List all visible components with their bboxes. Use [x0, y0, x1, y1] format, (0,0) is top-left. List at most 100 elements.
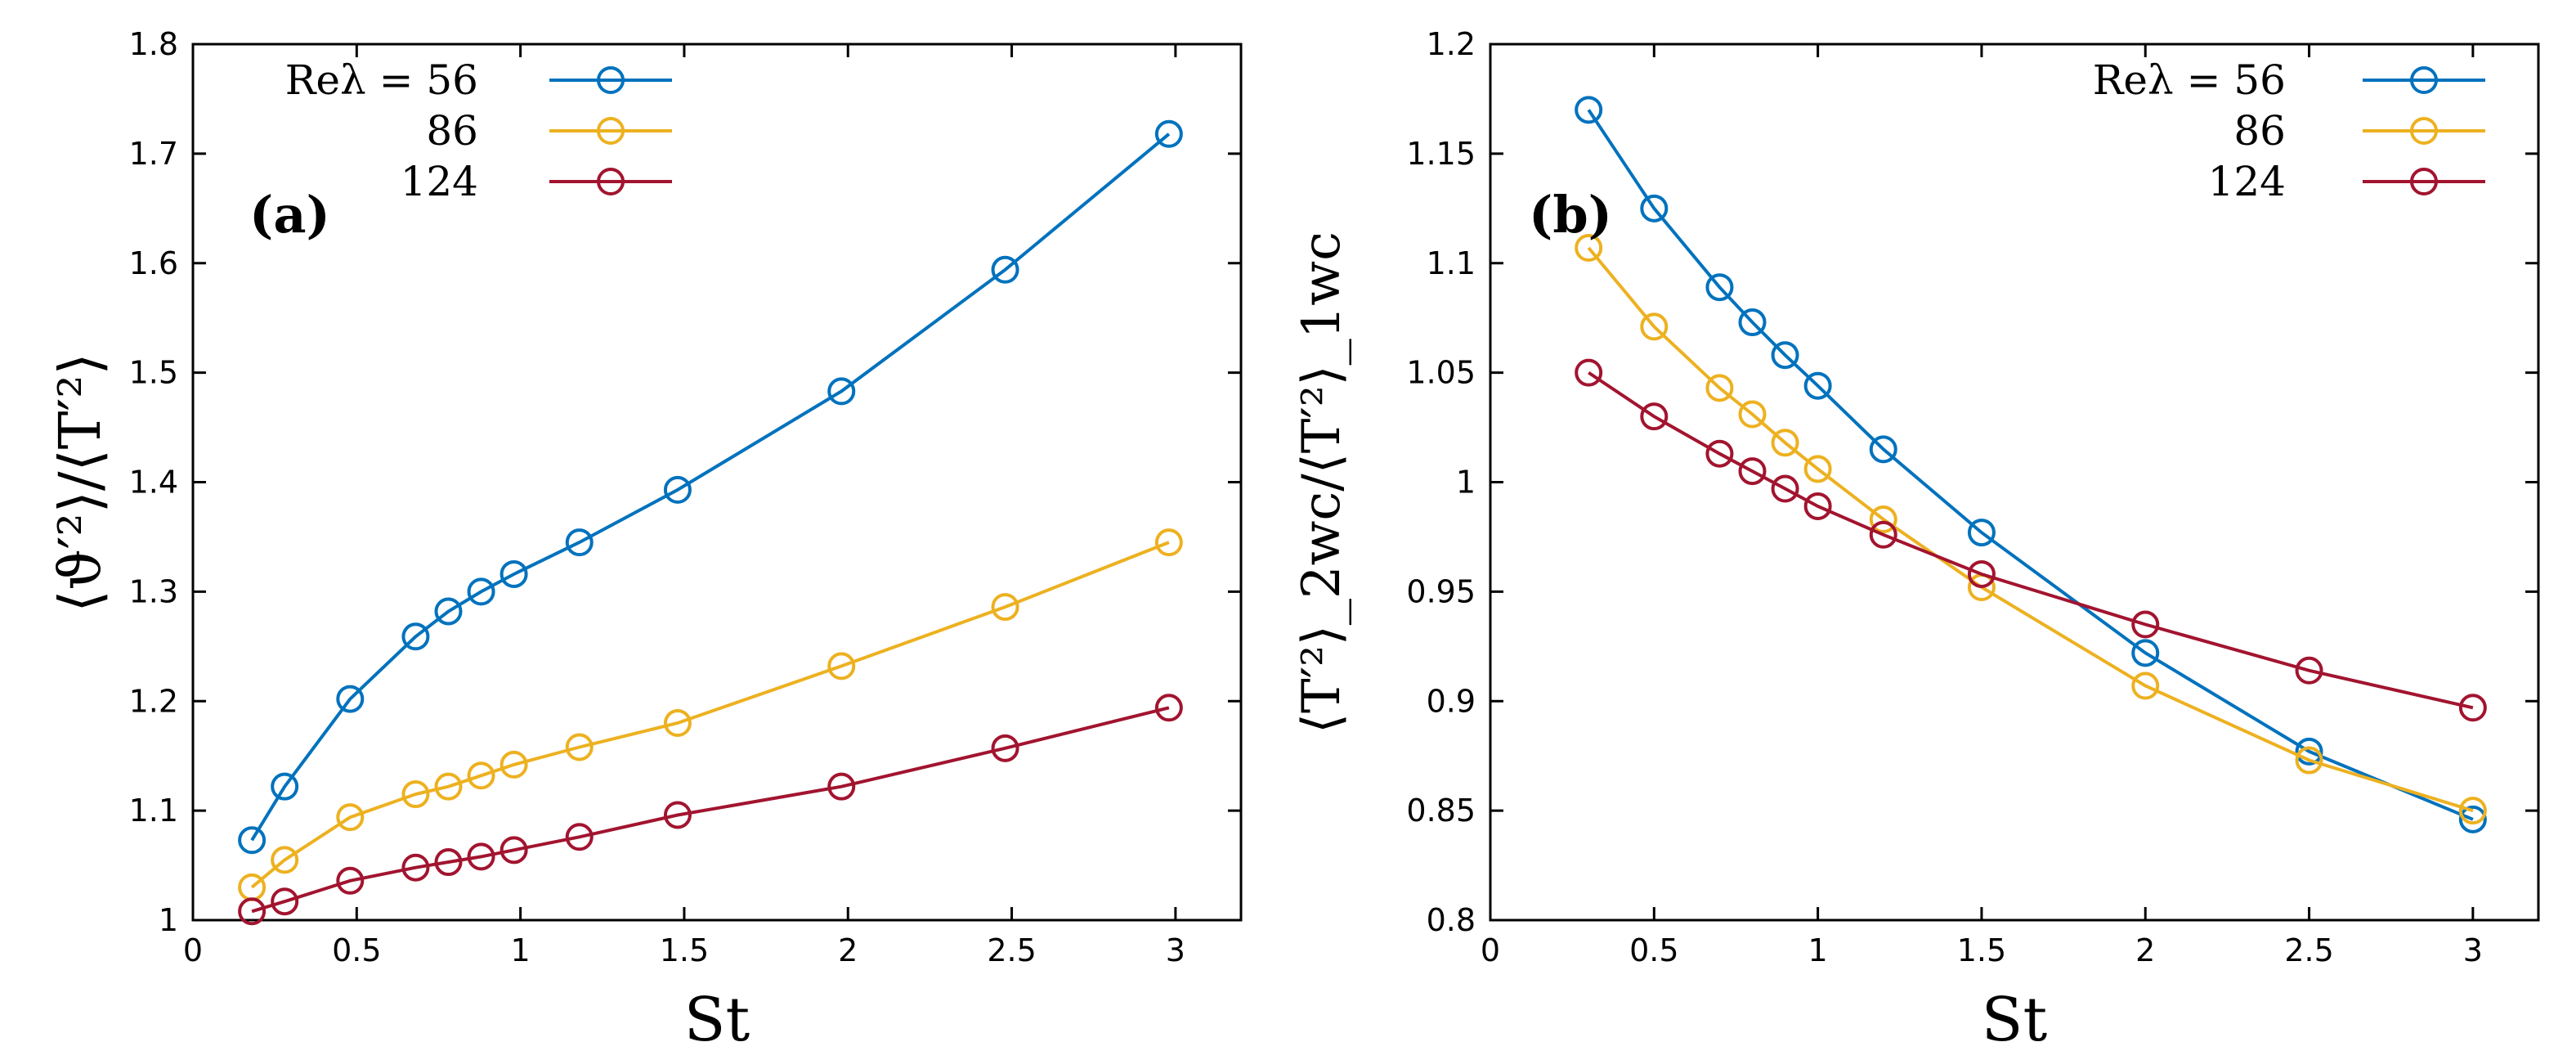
- panel-a-x-tick-label-5: 2.5: [987, 932, 1036, 968]
- panel-a-series-86-point-1: [271, 846, 299, 874]
- panel-b-series-86-point-10: [2458, 797, 2487, 825]
- panel-b-series-124-point-0: [1575, 358, 1603, 387]
- panel-a-series-124-point-0: [238, 897, 267, 926]
- panel-b-x-tick-label-1: 0.5: [1629, 932, 1678, 968]
- panel-a-series-56-point-10: [991, 255, 1019, 284]
- panel-b-y-tick-label-5: 1.05: [1406, 355, 1476, 391]
- panel-b-series-124-point-3: [1738, 457, 1767, 486]
- panel-a-series-86-point-6: [500, 750, 528, 779]
- panel-b-series-86-point-6: [1869, 505, 1897, 534]
- panel-a-series-86-point-2: [336, 803, 365, 832]
- panel-a-series-124-point-2: [336, 866, 365, 895]
- panel-a-series-86-point-8: [663, 709, 692, 738]
- panel-a-y-tick-label-1: 1.1: [129, 793, 178, 829]
- panel-b-series-56-point-9: [2295, 737, 2323, 766]
- panel-a-series-124-point-9: [827, 772, 856, 801]
- panel-b-series-86-point-9: [2295, 746, 2323, 775]
- panel-b-series-56-point-1: [1640, 194, 1669, 222]
- panel-a-y-tick-label-5: 1.5: [129, 355, 178, 391]
- panel-b-plot-frame: [1489, 43, 2540, 922]
- panel-a-x-axis-title: St: [684, 985, 750, 1055]
- panel-a-x-tick-label-0: 0: [183, 932, 203, 968]
- panel-a-series-56-point-6: [500, 559, 528, 588]
- panel-b-series-56-point-8: [2131, 639, 2160, 667]
- panel-b-series-86-point-1: [1640, 312, 1669, 341]
- panel-a-y-tick-label-2: 1.2: [129, 683, 178, 719]
- panel-a-legend-label-86: 86: [426, 107, 478, 155]
- panel-b-series-56-point-10: [2458, 805, 2487, 833]
- panel-b-y-tick-label-3: 0.95: [1406, 573, 1476, 609]
- panel-a-series-86-point-3: [401, 780, 430, 809]
- panel-b-x-tick-label-2: 1: [1808, 932, 1828, 968]
- panel-a-x-tick-label-1: 0.5: [332, 932, 381, 968]
- panel-b-series-86-point-5: [1803, 455, 1832, 483]
- panel-a-plot-frame: [191, 43, 1243, 922]
- panel-a-legend-label-124: 124: [401, 158, 478, 205]
- panel-b-series-124-point-5: [1803, 492, 1832, 520]
- panel-a-series-56-point-9: [827, 377, 856, 406]
- panel-a-y-tick-label-0: 1: [159, 902, 178, 938]
- panel-a-label: (a): [249, 185, 330, 245]
- panel-b-series-86-point-0: [1575, 234, 1603, 263]
- panel-b-series-86-line: [1587, 246, 2474, 813]
- panel-a-series-56-line: [250, 132, 1171, 842]
- panel-b-legend-label-56: Reλ = 56: [2093, 56, 2286, 104]
- panel-b-y-tick-label-4: 1: [1456, 465, 1476, 501]
- panel-b-series-56-point-4: [1771, 341, 1799, 370]
- panel-a-y-axis-title: ⟨ϑ′²⟩/⟨T′²⟩: [47, 353, 114, 612]
- panel-a-series-86-point-10: [991, 593, 1019, 622]
- panel-b-series-124-point-8: [2131, 610, 2160, 639]
- panel-a-series-56-point-8: [663, 475, 692, 504]
- panel-a-y-tick-label-3: 1.3: [129, 573, 178, 609]
- panel-a-legend-label-56: Reλ = 56: [285, 56, 478, 104]
- panel-a-x-tick-label-2: 1: [511, 932, 531, 968]
- panel-b-x-axis-title: St: [1982, 985, 2048, 1055]
- panel-b-series-124-point-4: [1771, 474, 1799, 503]
- panel-a-series-124-point-7: [565, 823, 594, 851]
- panel-a-series-86-point-7: [565, 733, 594, 761]
- panel-a-series-56-point-7: [565, 528, 594, 557]
- panel-b-legend-marker-86: [2410, 117, 2438, 145]
- panel-b-series-124-point-6: [1869, 520, 1897, 549]
- panel-a-series-56-point-0: [238, 826, 267, 855]
- panel-b-series-56-line: [1587, 109, 2474, 821]
- panel-a-series-56-point-4: [434, 597, 463, 626]
- panel-a-series-124-point-10: [991, 734, 1019, 762]
- panel-a-series-86-point-4: [434, 772, 463, 801]
- panel-b-series-56-point-6: [1869, 435, 1897, 464]
- panel-a-series-124-point-8: [663, 801, 692, 829]
- panel-b-y-tick-label-8: 1.2: [1427, 26, 1476, 62]
- panel-a-series-124-line: [251, 706, 1170, 914]
- panel-b-series-124-point-1: [1640, 402, 1669, 431]
- panel-b-y-tick-label-7: 1.15: [1406, 136, 1476, 172]
- panel-a-series-124-point-4: [434, 848, 463, 877]
- panel-b-series-124-line: [1588, 371, 2474, 710]
- panel-a-x-tick-label-6: 3: [1166, 932, 1185, 968]
- panel-b-x-tick-label-0: 0: [1481, 932, 1500, 968]
- panel-b-series-124-point-7: [1967, 559, 1996, 588]
- panel-a-series-124-point-5: [467, 842, 495, 871]
- panel-a-series-56-point-2: [336, 685, 365, 713]
- panel-b-label: (b): [1529, 185, 1612, 245]
- panel-a-chart: 0 0.5 1 1.5 2 2.5 3 1 1.1 1.2 1.3 1.4 1.5 1.6 1.7 1.8 R…: [47, 26, 1243, 1055]
- panel-a-y-tick-label-8: 1.8: [129, 26, 178, 62]
- panel-b-legend-label-124: 124: [2208, 158, 2286, 205]
- panel-b-legend-label-86: 86: [2233, 107, 2286, 155]
- panel-a-series-124-point-11: [1154, 694, 1183, 722]
- panel-b-series-86-point-4: [1771, 429, 1799, 457]
- panel-a-x-tick-label-3: 1.5: [660, 932, 709, 968]
- panel-b-series-124-point-2: [1705, 439, 1734, 468]
- panel-b-x-tick-label-5: 2.5: [2284, 932, 2333, 968]
- panel-a-series-86-point-0: [238, 873, 267, 901]
- panel-b-series-86-point-3: [1738, 400, 1767, 429]
- panel-a-series-124-point-6: [500, 836, 528, 865]
- panel-b-series-124-point-10: [2458, 694, 2487, 722]
- panel-b-y-tick-label-1: 0.85: [1406, 793, 1476, 829]
- panel-a-legend-marker-86: [597, 117, 625, 145]
- panel-b-x-tick-label-6: 3: [2463, 932, 2483, 968]
- panel-a-series-86-point-9: [827, 652, 856, 680]
- panel-b-legend-marker-56: [2410, 66, 2438, 94]
- panel-a-legend-marker-124: [597, 168, 625, 195]
- panel-a-series-124-point-1: [271, 887, 299, 916]
